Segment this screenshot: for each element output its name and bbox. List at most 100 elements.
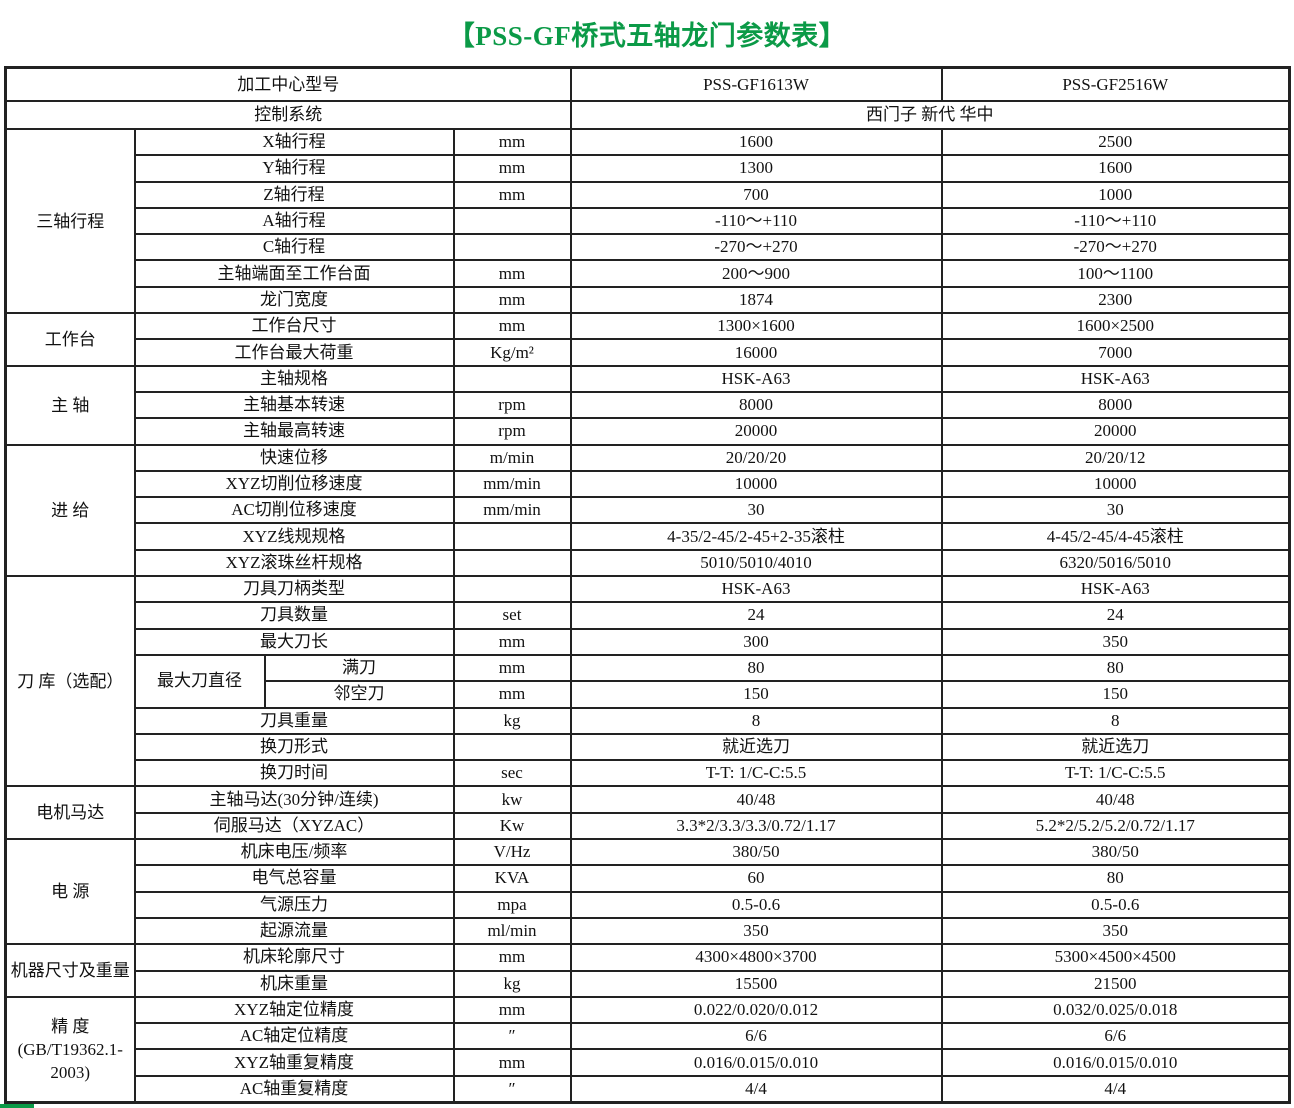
table-row: 工作台 工作台尺寸 mm 1300×1600 1600×2500 (4, 312, 1291, 367)
control-value: 西门子 新代 华中 (569, 100, 1291, 130)
param-name: A轴行程 (133, 206, 455, 236)
param-unit: mm/min (452, 496, 572, 525)
value-model-1: 380/50 (569, 838, 943, 867)
param-name: 工作台尺寸 (133, 312, 455, 341)
value-model-1: -110～+110 (569, 206, 943, 236)
param-unit: mm (452, 653, 572, 683)
param-name: 刀具刀柄类型 (133, 575, 455, 604)
param-unit (452, 575, 572, 604)
model-label: 加工中心型号 (4, 66, 572, 102)
value-model-2: 1600 (940, 154, 1291, 183)
param-name: 快速位移 (133, 443, 455, 472)
value-model-2: 24 (940, 601, 1291, 630)
param-name: 工作台最大荷重 (133, 338, 455, 367)
param-unit: mm/min (452, 469, 572, 499)
param-name: 伺服马达（XYZAC） (133, 811, 455, 841)
value-model-1: 20000 (569, 417, 943, 446)
param-name: 机床轮廓尺寸 (133, 943, 455, 972)
table-row: 最大刀长 mm 300 350 (6, 627, 1291, 656)
table-row: XYZ滚珠丝杆规格 5010/5010/4010 6320/5016/5010 (6, 548, 1291, 578)
value-model-2: 0.016/0.015/0.010 (940, 1048, 1291, 1077)
param-unit: mm (452, 127, 572, 157)
param-name: 刀具数量 (133, 601, 455, 630)
value-model-2: 380/50 (940, 838, 1291, 867)
table-row: 起源流量 ml/min 350 350 (6, 916, 1291, 946)
param-unit: KVA (452, 864, 572, 893)
page-title: 【PSS-GF桥式五轴龙门参数表】 (447, 21, 847, 51)
value-model-2: T-T: 1/C-C:5.5 (940, 759, 1291, 788)
param-unit: ″ (452, 1074, 572, 1104)
subgroup-label: 最大刀直径 (133, 653, 266, 709)
param-unit: Kg/m² (452, 338, 572, 367)
value-model-2: 就近选刀 (940, 732, 1291, 762)
group-label: 机器尺寸及重量 (4, 943, 136, 998)
group-label: 三轴行程 (4, 127, 136, 315)
param-name: 最大刀长 (133, 627, 455, 656)
model-1: PSS-GF1613W (569, 66, 943, 102)
value-model-2: HSK-A63 (940, 364, 1291, 393)
value-model-1: T-T: 1/C-C:5.5 (569, 759, 943, 788)
table-row: AC轴重复精度 ″ 4/4 4/4 (6, 1074, 1291, 1104)
param-name: C轴行程 (133, 233, 455, 262)
param-name: X轴行程 (133, 127, 455, 157)
param-name: 主轴端面至工作台面 (133, 259, 455, 288)
table-row: 气源压力 mpa 0.5-0.6 0.5-0.6 (6, 890, 1291, 919)
value-model-1: 350 (569, 916, 943, 946)
param-name: XYZ滚珠丝杆规格 (133, 548, 455, 578)
value-model-2: -110～+110 (940, 206, 1291, 236)
param-unit: V/Hz (452, 838, 572, 867)
param-unit: ″ (452, 1022, 572, 1051)
group-label: 刀 库（选配） (4, 575, 136, 788)
param-unit: sec (452, 759, 572, 788)
table-row: 主 轴主轴规格 HSK-A63 HSK-A63 (4, 364, 1291, 446)
value-model-1: 0.022/0.020/0.012 (569, 995, 943, 1025)
value-model-1: 1874 (569, 285, 943, 315)
param-unit: kw (452, 785, 572, 814)
value-model-1: 8 (569, 706, 943, 735)
value-model-2: 7000 (940, 338, 1291, 367)
param-name: XYZ切削位移速度 (133, 469, 455, 499)
table-row: 电机马达 主轴马达(30分钟/连续) kw 40/48 40/48 (4, 785, 1291, 841)
value-model-1: 20/20/20 (569, 443, 943, 472)
table-row: 主轴端面至工作台面 mm 200～900 100～1100 (6, 259, 1291, 288)
param-name: 气源压力 (133, 890, 455, 919)
value-model-1: HSK-A63 (569, 575, 943, 604)
param-unit: rpm (452, 417, 572, 446)
group-label: 工作台 (4, 312, 136, 367)
value-model-2: 8000 (940, 390, 1291, 420)
param-name: 满刀 (263, 653, 455, 683)
value-model-2: 2300 (940, 285, 1291, 315)
param-name: 电气总容量 (133, 864, 455, 893)
value-model-1: 6/6 (569, 1022, 943, 1051)
table-row: 伺服马达（XYZAC） Kw 3.3*2/3.3/3.3/0.72/1.17 5.2*… (6, 811, 1291, 841)
group-label: 电 源 (4, 838, 136, 946)
value-model-2: 150 (940, 680, 1291, 709)
value-model-1: 150 (569, 680, 943, 709)
table-row: 刀具数量 set 24 24 (6, 601, 1291, 630)
table-row: 电气总容量 KVA 60 80 (6, 864, 1291, 893)
param-name: 机床重量 (133, 969, 455, 998)
value-model-1: 60 (569, 864, 943, 893)
param-unit: m/min (452, 443, 572, 472)
param-unit (452, 206, 572, 236)
value-model-1: 4/4 (569, 1074, 943, 1104)
param-unit: ml/min (452, 916, 572, 946)
param-name: 起源流量 (133, 916, 455, 946)
value-model-1: 1300 (569, 154, 943, 183)
table-row: A轴行程 -110～+110 -110～+110 (6, 206, 1291, 236)
value-model-2: 8 (940, 706, 1291, 735)
param-unit: mm (452, 943, 572, 972)
model-2: PSS-GF2516W (940, 66, 1291, 102)
value-model-1: 5010/5010/4010 (569, 548, 943, 578)
param-unit: mm (452, 627, 572, 656)
value-model-1: 0.016/0.015/0.010 (569, 1048, 943, 1077)
param-unit (452, 364, 572, 393)
param-name: XYZ线规规格 (133, 522, 455, 551)
param-unit: kg (452, 706, 572, 735)
param-name: Y轴行程 (133, 154, 455, 183)
table-row: 换刀形式 就近选刀 就近选刀 (6, 732, 1291, 762)
value-model-1: 0.5-0.6 (569, 890, 943, 919)
value-model-2: 1600×2500 (940, 312, 1291, 341)
table-row: XYZ切削位移速度 mm/min 10000 10000 (6, 469, 1291, 499)
table-row: 邻空刀 mm 150 150 (6, 680, 1291, 709)
